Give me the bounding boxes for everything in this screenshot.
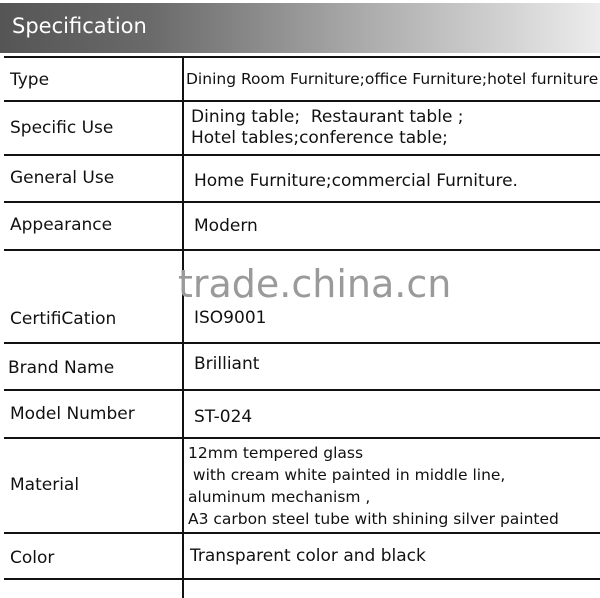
row-value: Transparent color and black bbox=[190, 546, 426, 566]
table-row: Brand Name Brilliant bbox=[4, 342, 600, 389]
row-label: Model Number bbox=[10, 404, 135, 424]
row-value: ST-024 bbox=[194, 407, 253, 427]
table-row: Appearance Modern bbox=[4, 201, 600, 249]
row-label: CertifiCation bbox=[10, 309, 117, 329]
table-row bbox=[4, 578, 600, 598]
row-value: ISO9001 bbox=[194, 308, 267, 328]
table-row: General Use Home Furniture;commercial Fur… bbox=[4, 154, 600, 201]
row-value: Brilliant bbox=[194, 354, 260, 374]
row-label: Brand Name bbox=[8, 358, 115, 378]
row-value: Dining Room Furniture;office Furniture;h… bbox=[186, 70, 599, 88]
row-label: Material bbox=[10, 475, 80, 495]
row-label: Type bbox=[10, 70, 50, 90]
spec-header: Specification bbox=[0, 3, 600, 53]
row-value: Home Furniture;commercial Furniture. bbox=[194, 171, 518, 191]
table-row: Material 12mm tempered glass with cream w… bbox=[4, 437, 600, 532]
row-label: Color bbox=[10, 548, 55, 568]
table-row: CertifiCation ISO9001 bbox=[4, 249, 600, 342]
row-value: 12mm tempered glass with cream white pai… bbox=[188, 444, 559, 528]
spec-title: Specification bbox=[12, 14, 147, 38]
table-row: Type Dining Room Furniture;office Furnitu… bbox=[4, 56, 600, 100]
row-label: Specific Use bbox=[10, 118, 114, 138]
row-label: General Use bbox=[10, 168, 115, 188]
table-row: Color Transparent color and black bbox=[4, 532, 600, 578]
watermark: trade.china.cn bbox=[178, 262, 452, 306]
row-label: Appearance bbox=[10, 215, 113, 235]
row-value: Modern bbox=[194, 216, 258, 236]
row-value: Dining table; Restaurant table ; Hotel t… bbox=[191, 107, 464, 148]
table-row: Specific Use Dining table; Restaurant tab… bbox=[4, 100, 600, 154]
table-row: Model Number ST-024 bbox=[4, 389, 600, 437]
